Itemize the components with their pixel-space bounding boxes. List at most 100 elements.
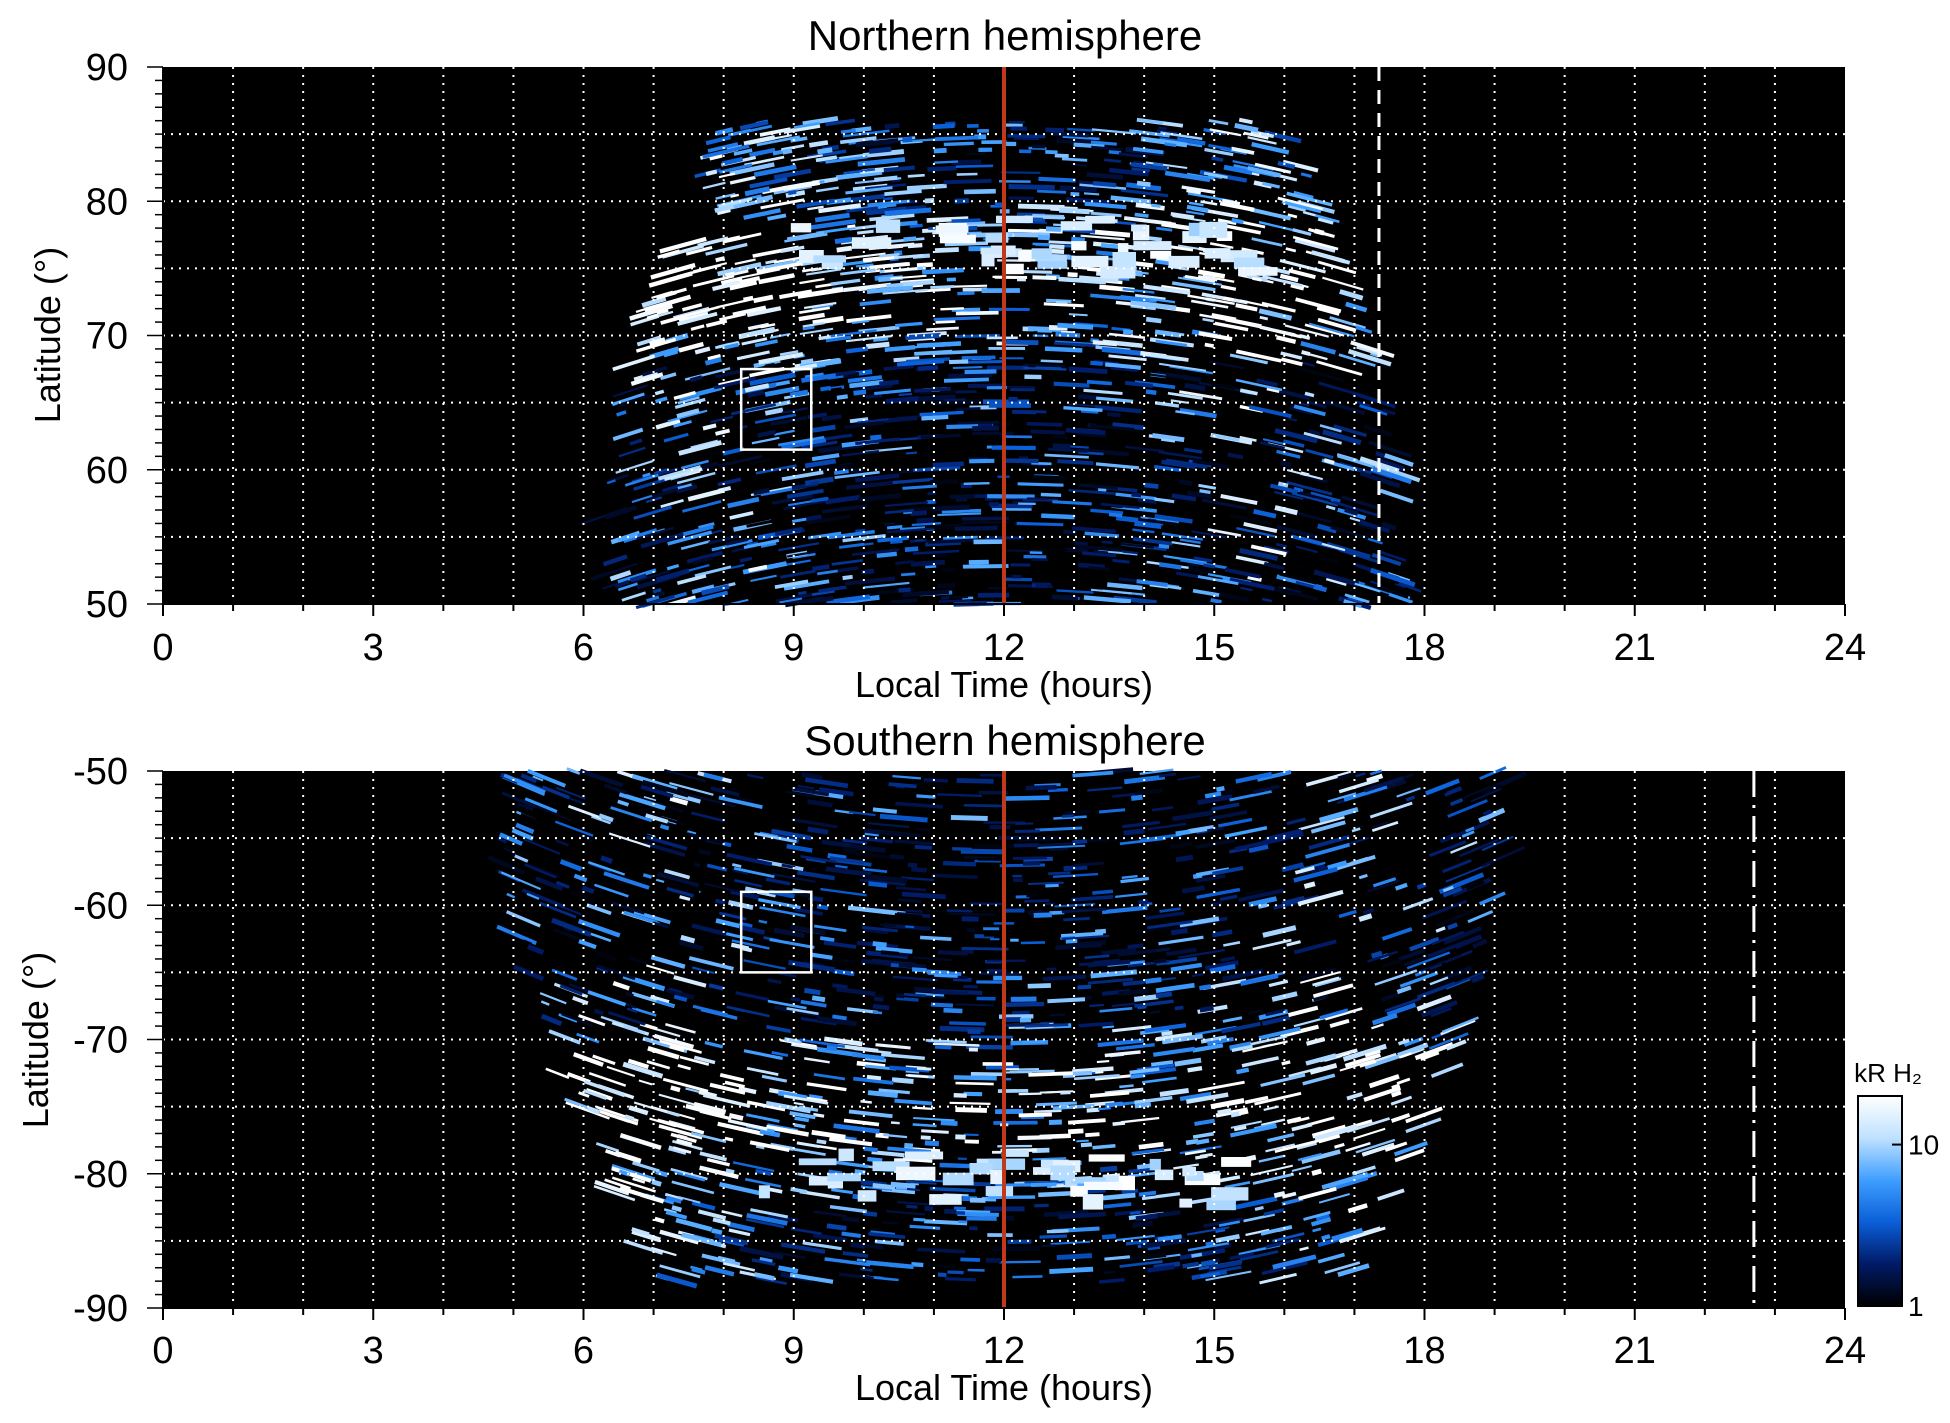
emission-streak (916, 341, 962, 349)
emission-streak (1106, 582, 1143, 591)
emission-streak (887, 477, 934, 485)
emission-streak (799, 1038, 846, 1049)
emission-streak (1199, 984, 1212, 991)
emission-streak (895, 560, 914, 565)
emission-streak (904, 909, 923, 913)
emission-streak (1339, 1226, 1386, 1244)
emission-streak (729, 280, 758, 291)
emission-streak (665, 1022, 696, 1034)
emission-streak (877, 535, 909, 543)
emission-streak (641, 779, 689, 798)
emission-streak (884, 508, 914, 515)
emission-cell (808, 1176, 842, 1186)
emission-streak (1175, 854, 1194, 863)
emission-streak (706, 863, 728, 872)
emission-streak (873, 996, 884, 1002)
emission-streak (1149, 297, 1176, 304)
emission-streak (937, 950, 968, 956)
emission-streak (630, 773, 678, 792)
emission-streak (638, 1079, 653, 1086)
emission-streak (828, 1169, 843, 1176)
emission-streak (802, 321, 825, 328)
emission-streak (894, 1098, 933, 1106)
emission-streak (1479, 891, 1506, 906)
emission-streak (777, 1090, 808, 1101)
emission-streak (567, 804, 603, 820)
emission-streak (1313, 994, 1329, 1002)
emission-streak (887, 1146, 932, 1154)
emission-streak (892, 774, 921, 780)
emission-streak (1086, 1107, 1100, 1113)
emission-streak (687, 488, 724, 502)
emission-streak (592, 1054, 616, 1066)
emission-streak (1299, 491, 1331, 502)
emission-streak (1253, 509, 1277, 519)
emission-streak (1004, 795, 1050, 801)
emission-streak (1430, 1062, 1464, 1078)
emission-streak (658, 1093, 697, 1107)
emission-streak (1105, 1101, 1124, 1108)
emission-streak (699, 863, 737, 877)
emission-streak (1311, 1124, 1347, 1139)
emission-streak (1234, 838, 1278, 851)
emission-streak (570, 890, 595, 903)
emission-streak (734, 258, 756, 266)
emission-streak (744, 186, 771, 197)
emission-streak (942, 860, 977, 867)
emission-streak (1084, 531, 1120, 538)
emission-streak (678, 940, 704, 951)
x-tick-label: 12 (983, 1330, 1025, 1372)
emission-streak (1166, 947, 1197, 957)
emission-streak (1155, 991, 1173, 999)
emission-streak (1217, 1108, 1232, 1116)
panel-title: Southern hemisphere (804, 717, 1206, 764)
emission-streak (842, 838, 868, 845)
emission-streak (1175, 410, 1195, 416)
emission-streak (1053, 381, 1090, 388)
emission-streak (1149, 1010, 1161, 1014)
emission-streak (919, 935, 952, 941)
emission-streak (856, 1060, 886, 1069)
emission-streak (1324, 1007, 1363, 1021)
emission-streak (1381, 927, 1413, 941)
emission-streak (1325, 577, 1347, 586)
x-tick-label: 18 (1403, 627, 1445, 669)
emission-streak (610, 806, 653, 823)
emission-streak (1016, 521, 1064, 527)
emission-streak (1369, 352, 1379, 358)
emission-streak (805, 268, 842, 276)
emission-streak (1321, 1234, 1331, 1241)
emission-streak (786, 844, 813, 853)
emission-streak (1158, 772, 1177, 778)
emission-streak (826, 594, 871, 605)
emission-streak (691, 1267, 706, 1275)
emission-streak (1379, 550, 1407, 562)
emission-streak (946, 909, 973, 913)
emission-streak (1124, 380, 1154, 388)
emission-streak (625, 991, 634, 998)
emission-streak (1347, 595, 1364, 604)
x-tick-labels: 0 3 6 9 12 15 18 21 24 (152, 627, 1866, 669)
emission-streak (666, 1110, 681, 1117)
emission-streak (1324, 1261, 1361, 1275)
x-tick-label: 0 (152, 627, 173, 669)
emission-streak (951, 307, 981, 312)
emission-streak (611, 901, 645, 915)
emission-streak (936, 582, 956, 589)
emission-streak (879, 813, 928, 823)
emission-streak (1481, 783, 1502, 795)
emission-streak (1147, 1246, 1161, 1251)
emission-streak (1149, 373, 1184, 381)
emission-streak (895, 321, 923, 328)
emission-streak (533, 804, 573, 822)
emission-streak (711, 1228, 723, 1236)
emission-streak (934, 1045, 952, 1050)
emission-streak (1134, 293, 1166, 301)
emission-streak (1244, 1095, 1269, 1105)
emission-streak (1072, 839, 1088, 844)
emission-streak (680, 459, 709, 470)
emission-streak (645, 813, 669, 824)
emission-streak (1048, 847, 1069, 851)
emission-streak (1049, 910, 1065, 915)
emission-streak (673, 975, 707, 988)
